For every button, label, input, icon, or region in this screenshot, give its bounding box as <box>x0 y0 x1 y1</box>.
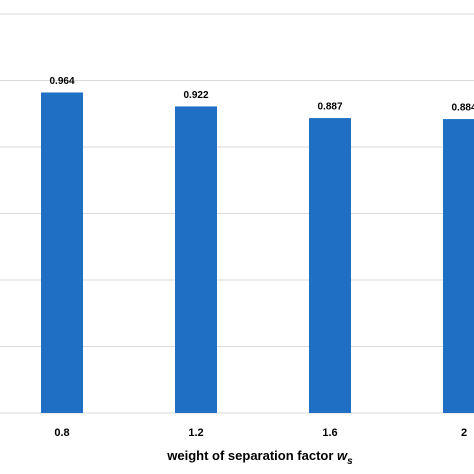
bar <box>309 118 351 413</box>
bar <box>175 106 217 413</box>
x-axis-subscript: s <box>347 456 353 467</box>
x-tick-label: 2 <box>461 427 467 439</box>
value-label: 0.884 <box>451 103 474 114</box>
x-axis-title: weight of separation factor ws <box>166 448 353 466</box>
value-label: 0.922 <box>183 90 208 101</box>
value-label: 0.887 <box>317 102 342 113</box>
x-axis-title-text: weight of separation factor <box>166 448 333 463</box>
x-tick-label: 1.6 <box>322 427 337 439</box>
bar <box>41 92 83 413</box>
x-axis-symbol: w <box>337 448 348 463</box>
x-tick-label: 0.8 <box>54 427 69 439</box>
value-label: 0.964 <box>49 76 74 87</box>
x-tick-label: 1.2 <box>188 427 203 439</box>
bar <box>443 119 474 413</box>
